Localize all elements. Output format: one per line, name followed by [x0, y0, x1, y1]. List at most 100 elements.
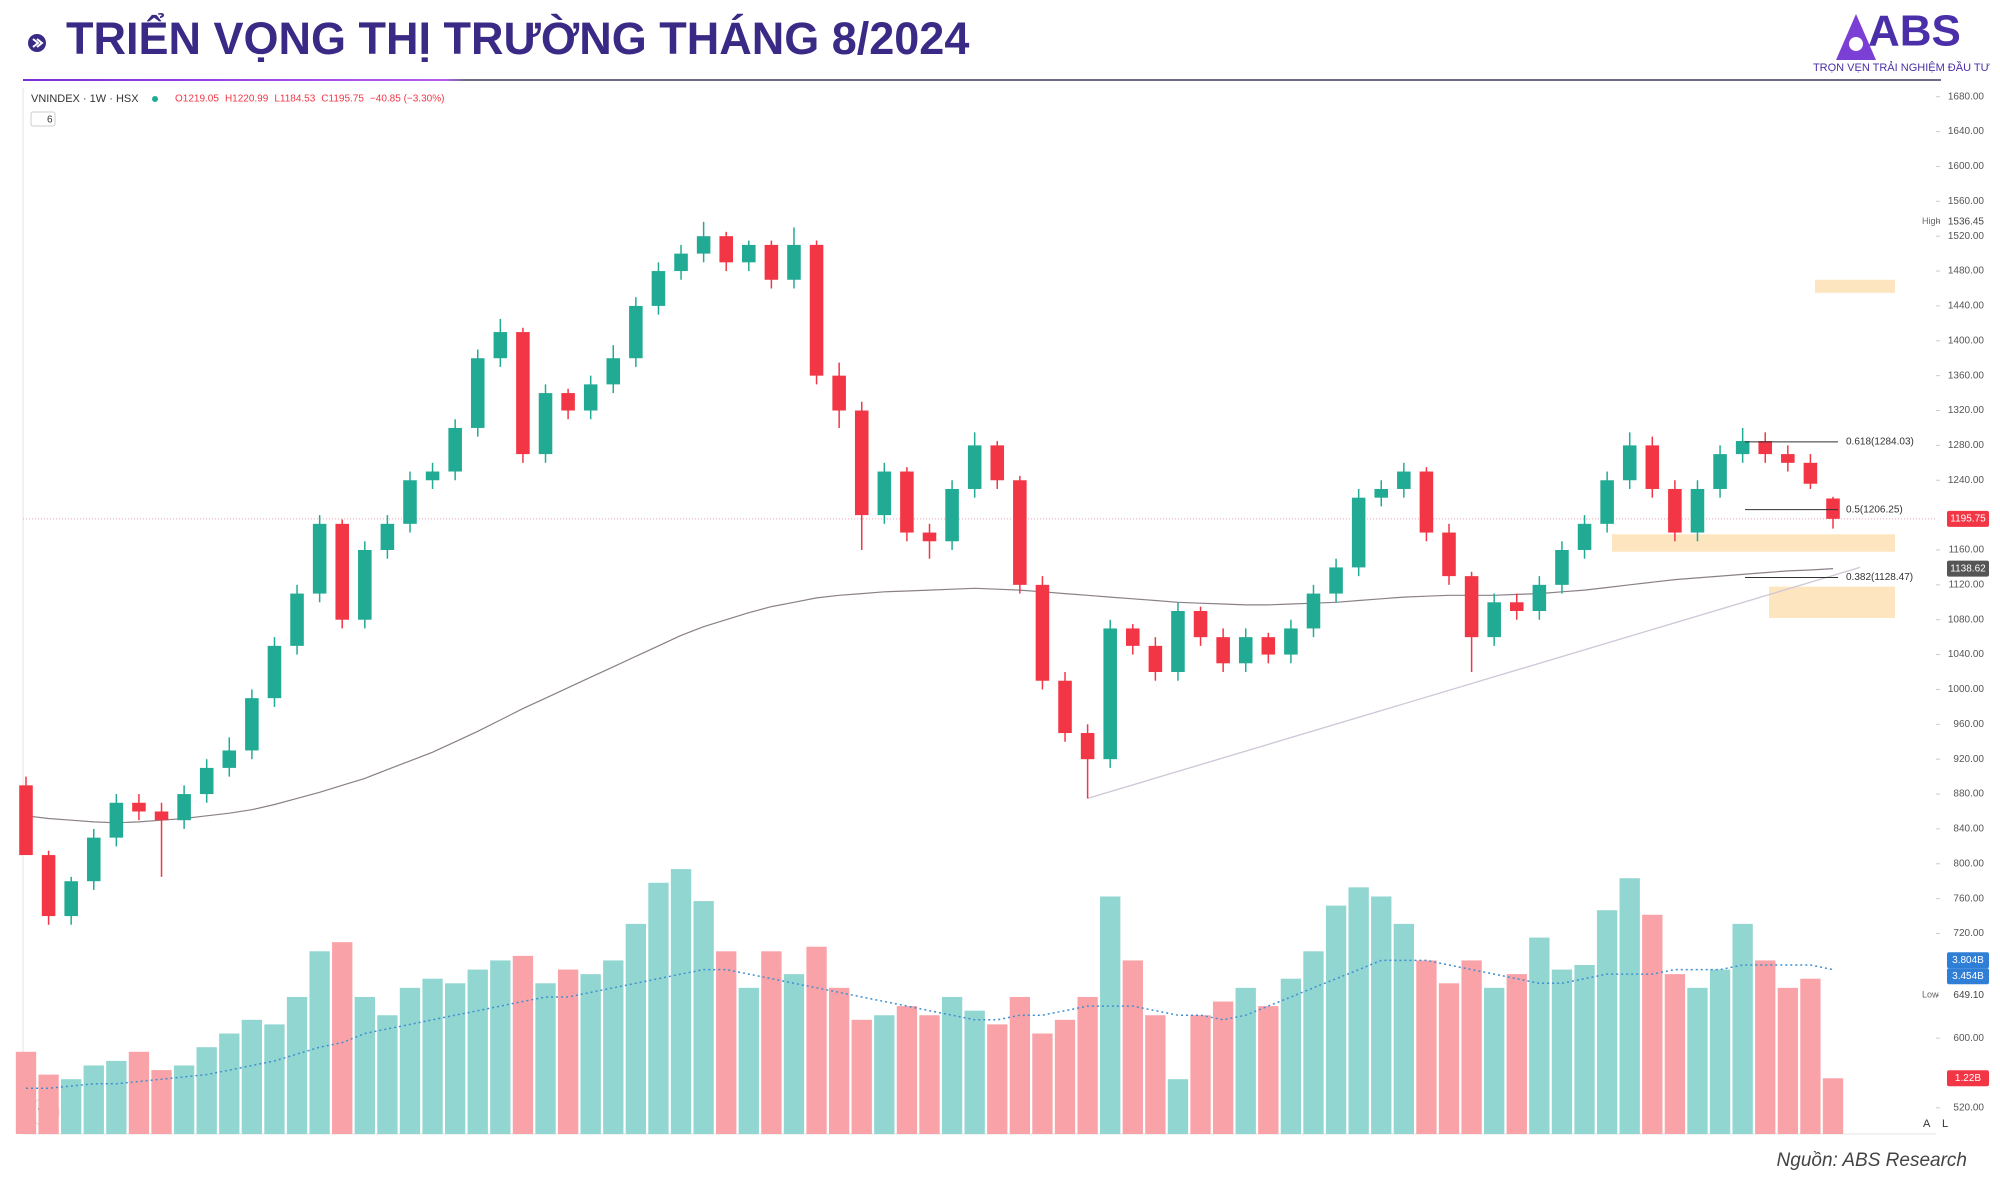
volume-bar [941, 996, 963, 1134]
candle-body [199, 767, 214, 795]
volume-bar [806, 946, 827, 1134]
y-tick-label: 720.00 [1953, 928, 1984, 939]
candle-body [1284, 628, 1298, 655]
volume-bar [1755, 960, 1776, 1134]
volume-bar [761, 951, 782, 1134]
interval-button-label[interactable]: 6 [47, 115, 53, 126]
bullet-arrow [32, 38, 44, 48]
candle-body [403, 480, 417, 524]
volume-bar [128, 1051, 150, 1134]
candle-body [1758, 441, 1773, 455]
price-tag-label: 3.454B [1952, 971, 1984, 982]
candle-body [1781, 454, 1795, 463]
y-tick-label: 1280.00 [1948, 440, 1985, 451]
volume-bar [1800, 978, 1821, 1134]
volume-bar [1009, 996, 1031, 1134]
candle-body [470, 358, 485, 428]
volume-bar [1461, 960, 1482, 1134]
y-tick-label: 1240.00 [1948, 475, 1985, 486]
volume-bar [1506, 974, 1527, 1134]
candle-body [222, 750, 237, 768]
candle-body [1577, 523, 1592, 550]
logo-slogan: TRỌN VẸN TRẢI NGHIỆM ĐẦU TƯ [1813, 61, 1990, 74]
candle-body [109, 802, 124, 838]
interval-button[interactable] [30, 111, 56, 127]
volume-bar [422, 978, 443, 1134]
y-tick-label: 1360.00 [1948, 370, 1985, 381]
candle-body [1532, 584, 1547, 611]
volume-bar [919, 1015, 940, 1134]
volume-bar [1145, 1015, 1166, 1134]
volume-bar [648, 882, 669, 1134]
legend-value: H1220.99 [225, 94, 269, 105]
volume-bar [38, 1074, 59, 1134]
volume-bar [1371, 896, 1392, 1134]
y-tick-label: 1600.00 [1948, 161, 1985, 172]
volume-bar [1732, 923, 1753, 1134]
volume-bar [1642, 914, 1663, 1134]
volume-bar [783, 974, 805, 1134]
source: Nguồn: ABS Research [1777, 1150, 1967, 1171]
candle-body [1148, 645, 1163, 673]
volume-bar [151, 1070, 172, 1134]
volume-bar [693, 901, 714, 1134]
candle-body [1306, 593, 1321, 629]
candle-body [606, 358, 621, 385]
volume-bar [1190, 1015, 1211, 1134]
volume-bar [1529, 937, 1550, 1134]
volume-bar [83, 1065, 104, 1134]
fib-label: 0.618(1284.03) [1846, 437, 1914, 448]
candle-body [854, 410, 869, 516]
candle-body [674, 253, 688, 272]
candle-body [809, 244, 824, 376]
volume-bar [1551, 969, 1573, 1134]
candle-body [1103, 628, 1117, 760]
y-tick-label: 800.00 [1953, 858, 1984, 869]
volume-bar [173, 1065, 195, 1134]
candle-body [1013, 480, 1027, 585]
candle-body [267, 645, 282, 699]
support-zone [1612, 534, 1895, 552]
moving-average [25, 568, 1834, 824]
volume-bar [1077, 996, 1098, 1134]
volume-bar [1303, 951, 1324, 1134]
candle-body [1171, 611, 1185, 673]
candle-body [64, 881, 78, 917]
volume-bar [1687, 987, 1708, 1134]
volume-bar [535, 983, 556, 1134]
candle-body [425, 471, 440, 481]
candle-body [1374, 488, 1389, 498]
candle-body [1261, 637, 1276, 655]
extreme-name: Low [1922, 990, 1939, 1000]
support-zone [1815, 279, 1895, 293]
volume-bar [286, 996, 308, 1134]
price-tag-label: 1195.75 [1950, 513, 1986, 524]
candle-body [1216, 637, 1230, 664]
fib-label: 0.5(1206.25) [1846, 504, 1903, 515]
price-tag [1947, 968, 1989, 985]
candle-body [538, 393, 553, 455]
volume-bar [1348, 887, 1369, 1134]
volume-bar [625, 923, 647, 1134]
volume-bar [1054, 1019, 1076, 1134]
candle-body [990, 445, 1005, 481]
candle-body [629, 305, 643, 359]
volume-bar [1596, 910, 1618, 1134]
candle-body [1487, 602, 1501, 638]
candle-body [177, 794, 191, 821]
scale-button[interactable]: L [1942, 1118, 1948, 1130]
extreme-value: 1536.45 [1948, 216, 1985, 227]
candle-body [1351, 497, 1366, 568]
y-tick-label: 520.00 [1953, 1102, 1984, 1113]
price-tag [1947, 560, 1989, 577]
y-tick-label: 1320.00 [1948, 405, 1985, 416]
volume-bar [738, 987, 759, 1134]
volume-bar [354, 996, 375, 1134]
scale-button[interactable]: A [1923, 1118, 1931, 1130]
volume-bar [15, 1051, 37, 1134]
y-tick-label: 1400.00 [1948, 335, 1985, 346]
candle-body [1397, 471, 1411, 489]
volume-bar [106, 1060, 127, 1134]
candle-body [742, 244, 756, 263]
